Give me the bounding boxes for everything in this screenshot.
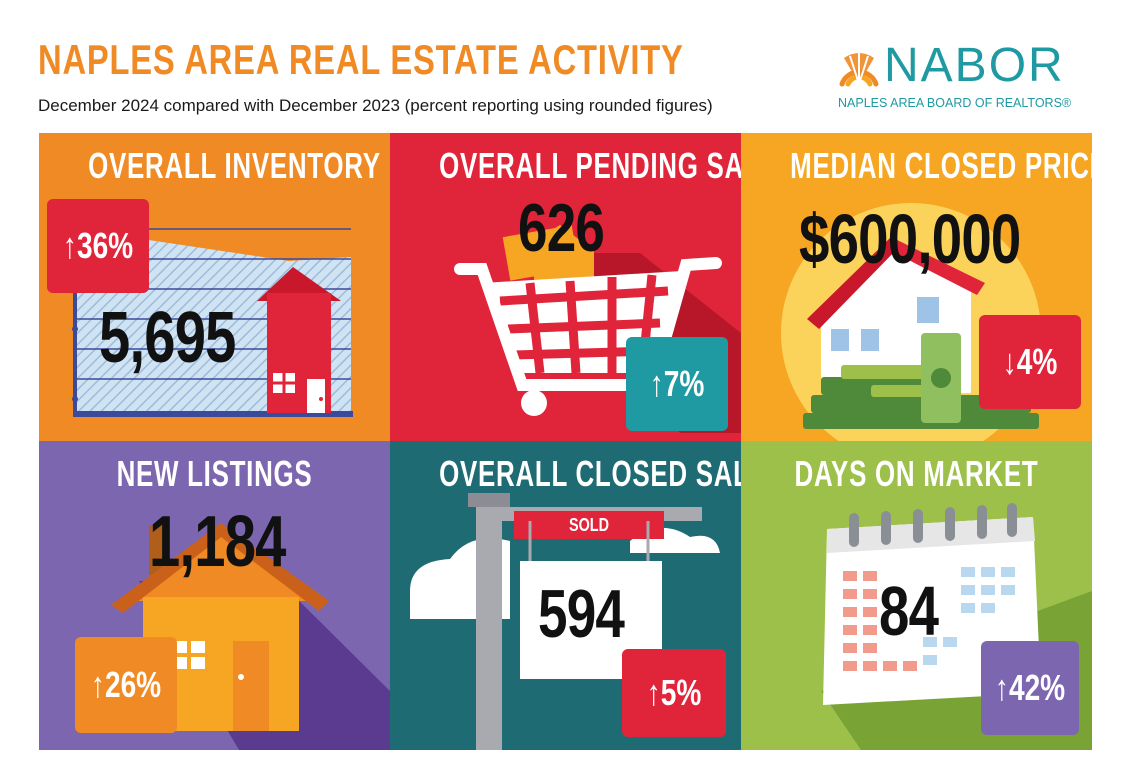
house-money-illustration <box>781 203 1041 441</box>
closed-change: ↑5% <box>646 672 702 713</box>
inventory-value: 5,695 <box>99 298 236 378</box>
nabor-logo: NABOR NAPLES AREA BOARD OF REALTORS® <box>836 39 1086 122</box>
panel-new-listings: NEW LISTINGS 1,184 ↑26% <box>39 441 390 750</box>
inventory-change: ↑36% <box>62 225 134 266</box>
inventory-change-badge: ↑36% <box>47 199 149 293</box>
days-change: ↑42% <box>994 667 1066 708</box>
median-value: $600,000 <box>799 200 1021 278</box>
listings-value: 1,184 <box>149 502 286 582</box>
panel-median-closed-price: MEDIAN CLOSED PRICE $600,000 ↓4% <box>741 133 1092 441</box>
inventory-title: OVERALL INVENTORY <box>88 145 381 186</box>
logo-tagline: NAPLES AREA BOARD OF REALTORS® <box>838 96 1072 110</box>
pending-value: 626 <box>518 190 605 266</box>
logo-wordmark: NABOR <box>884 39 1065 92</box>
sold-sign-illustration <box>410 493 720 750</box>
sold-sign-text: SOLD <box>568 515 609 535</box>
median-change-badge: ↓4% <box>979 315 1081 409</box>
panel-overall-pending-sales: OVERALL PENDING SALES 626 ↑7% <box>390 133 741 441</box>
pending-title: OVERALL PENDING SALES <box>439 145 741 186</box>
stats-grid: OVERALL INVENTORY ↑36% 5,695 OVERALL PEN… <box>39 133 1092 750</box>
closed-value: 594 <box>538 576 625 652</box>
pending-change: ↑7% <box>649 363 705 404</box>
page-subtitle: December 2024 compared with December 202… <box>38 96 713 115</box>
days-change-badge: ↑42% <box>981 641 1079 735</box>
median-title: MEDIAN CLOSED PRICE <box>790 145 1092 186</box>
days-title: DAYS ON MARKET <box>794 453 1039 494</box>
panel-overall-closed-sales: SOLD OVERALL CLOSED SALES 594 ↑5% <box>390 441 741 750</box>
pending-change-badge: ↑7% <box>626 337 728 431</box>
listings-change-badge: ↑26% <box>75 637 177 733</box>
median-change: ↓4% <box>1002 341 1058 382</box>
page-title: NAPLES AREA REAL ESTATE ACTIVITY <box>38 36 684 83</box>
closed-change-badge: ↑5% <box>622 649 726 737</box>
shell-logo-icon <box>839 52 879 87</box>
panel-overall-inventory: OVERALL INVENTORY ↑36% 5,695 <box>39 133 390 441</box>
closed-title: OVERALL CLOSED SALES <box>439 453 741 494</box>
panel-days-on-market: DAYS ON MARKET 84 ↑42% <box>741 441 1092 750</box>
days-value: 84 <box>879 572 939 650</box>
listings-change: ↑26% <box>90 664 162 705</box>
listings-title: NEW LISTINGS <box>116 453 313 494</box>
